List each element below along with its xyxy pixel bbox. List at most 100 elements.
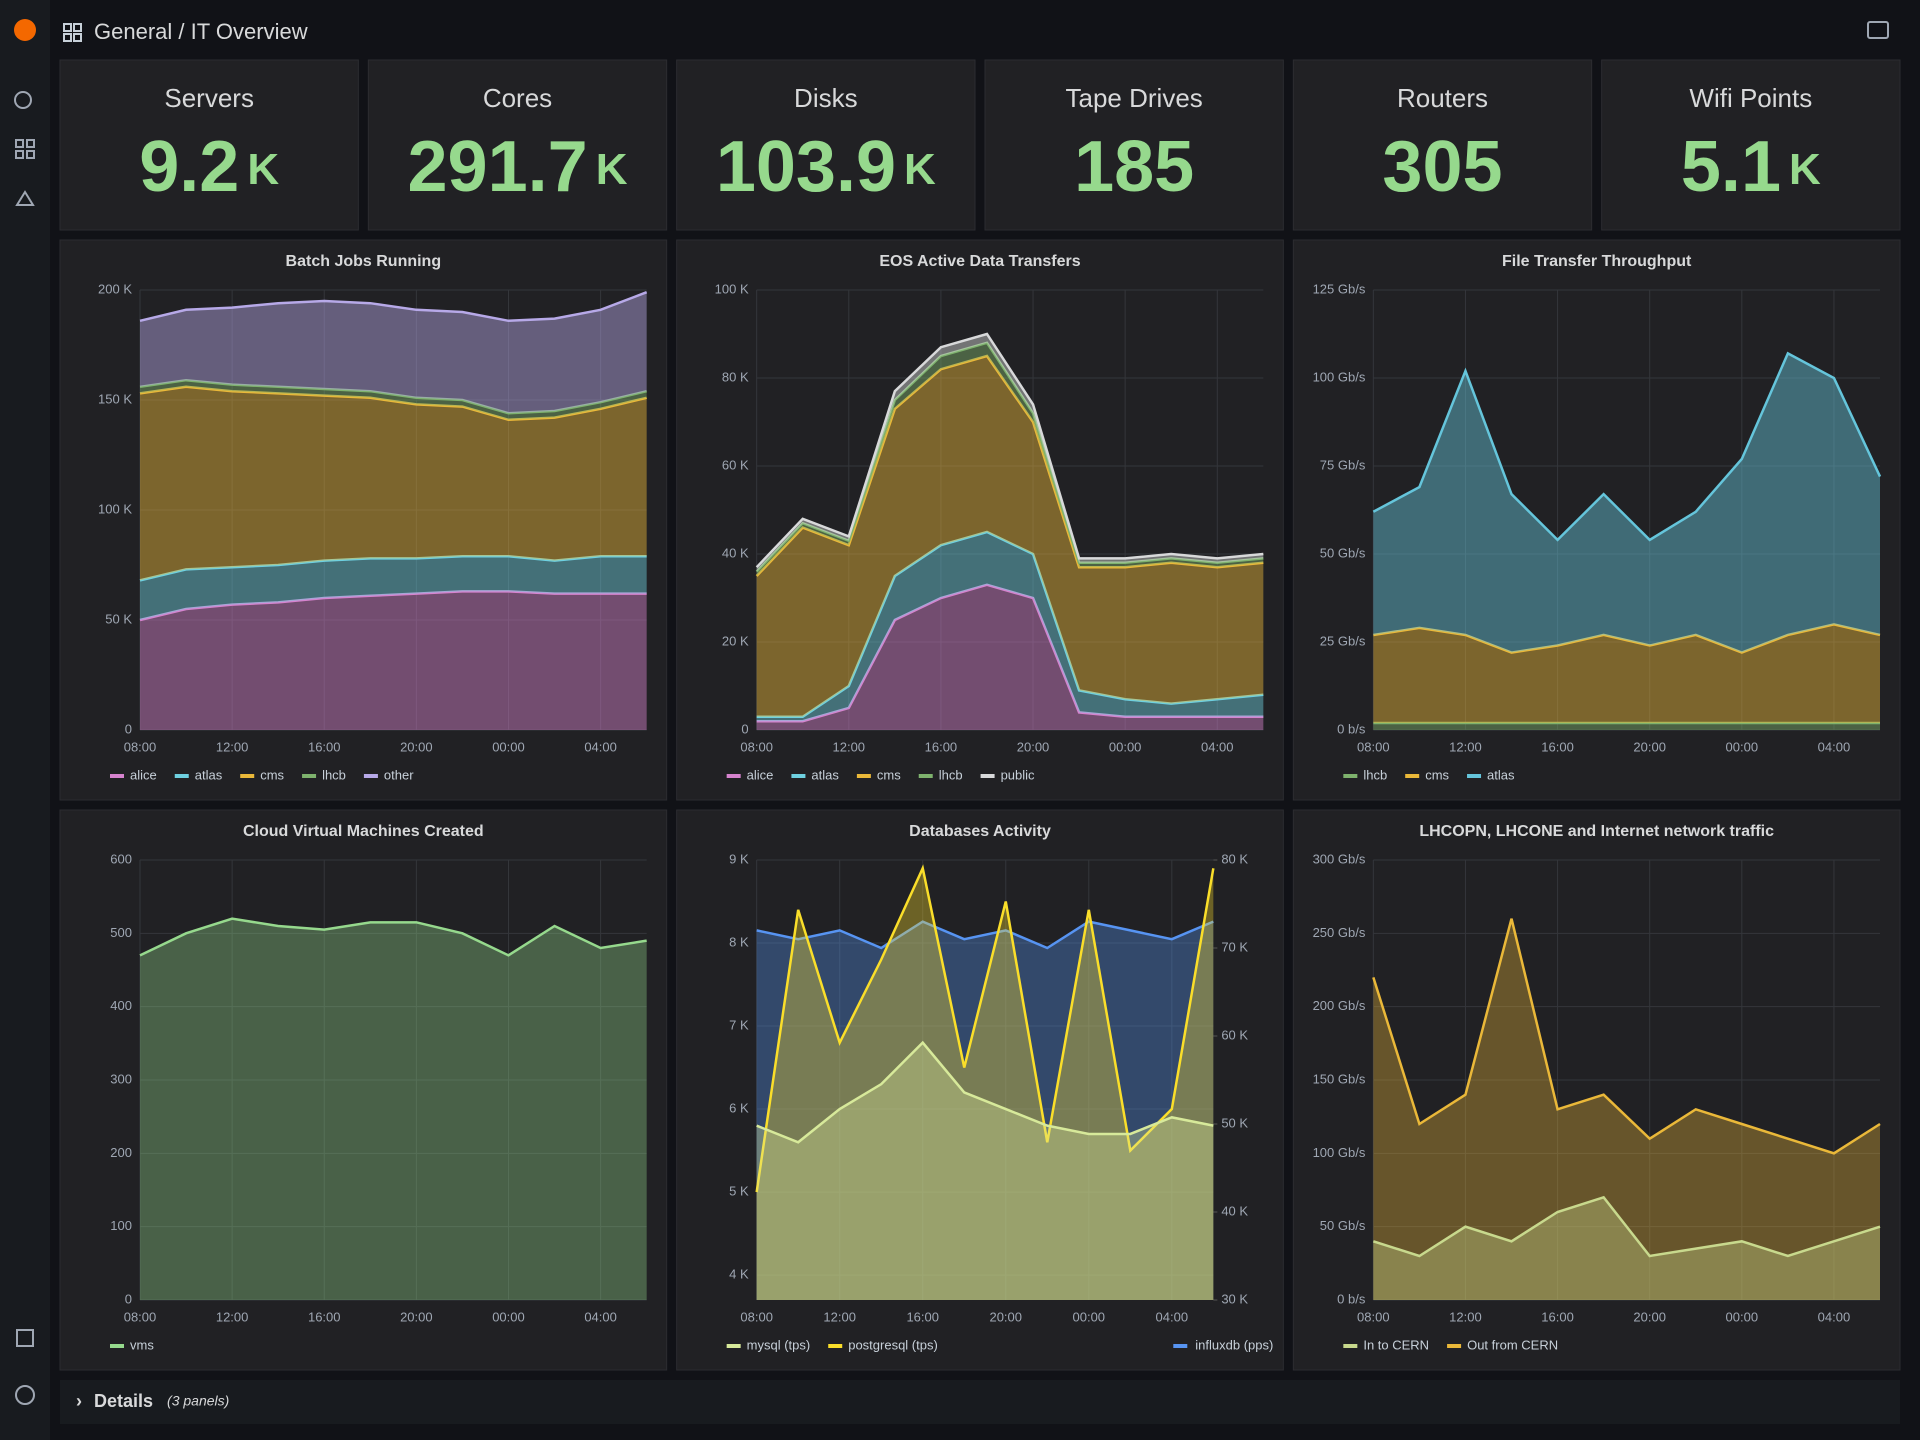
x-tick-label: 00:00 xyxy=(1726,1309,1759,1324)
stat-panel xyxy=(676,59,976,231)
x-tick-label: 00:00 xyxy=(1109,739,1142,754)
area-fill xyxy=(140,918,647,1300)
stat-title: Tape Drives xyxy=(1066,83,1203,113)
stat-value: 305 xyxy=(1382,127,1502,207)
logo[interactable] xyxy=(14,19,36,41)
chart-panel xyxy=(676,239,1284,801)
stat-number: 291.7 xyxy=(408,127,588,207)
chart-panel xyxy=(1292,809,1901,1371)
series-line xyxy=(139,378,647,415)
stat-value: 9.2 K xyxy=(139,127,279,207)
stat-panel xyxy=(59,59,359,231)
stat-unit: K xyxy=(596,145,628,194)
signin-icon[interactable] xyxy=(16,1329,34,1347)
y-tick-label: 80 K xyxy=(1221,851,1248,866)
legend-label: postgresql (tps) xyxy=(848,1337,938,1352)
y-tick-label: 50 K xyxy=(105,611,132,626)
y-tick-label: 100 K xyxy=(98,501,132,516)
y-tick-label: 600 xyxy=(110,851,132,866)
dashboard-title[interactable]: / IT Overview xyxy=(178,19,307,44)
chart-title: Databases Activity xyxy=(909,823,1051,840)
series-line xyxy=(755,332,1264,569)
legend-swatch xyxy=(726,774,741,778)
y-tick-label: 100 xyxy=(110,1218,132,1233)
legend-swatch xyxy=(240,774,255,778)
stat-title: Servers xyxy=(164,83,254,113)
chart-panel xyxy=(59,239,668,801)
area-fill xyxy=(140,292,647,414)
row-chevron[interactable]: › xyxy=(76,1391,82,1411)
legend-swatch xyxy=(1447,1344,1462,1348)
x-tick-label: 08:00 xyxy=(124,739,157,754)
legend-label: mysql (tps) xyxy=(747,1337,811,1352)
x-tick-label: 00:00 xyxy=(492,739,525,754)
tv-mode-button[interactable] xyxy=(1867,21,1889,39)
x-tick-label: 20:00 xyxy=(1633,739,1666,754)
legend-label: other xyxy=(384,767,414,782)
legend-label: cms xyxy=(877,767,901,782)
legend-swatch xyxy=(828,1344,843,1348)
stat-panel xyxy=(1601,59,1901,231)
x-tick-label: 04:00 xyxy=(584,739,617,754)
stat-title: Wifi Points xyxy=(1689,83,1812,113)
y-tick-label: 8 K xyxy=(729,934,749,949)
breadcrumb[interactable]: General / IT Overview xyxy=(94,19,308,44)
legend-swatch xyxy=(1467,774,1482,778)
legend-swatch xyxy=(302,774,317,778)
legend-swatch xyxy=(726,1344,741,1348)
y-tick-label: 50 Gb/s xyxy=(1320,1218,1366,1233)
chart-title: EOS Active Data Transfers xyxy=(879,253,1080,270)
sidebar xyxy=(0,0,50,1440)
alerting-icon[interactable] xyxy=(15,190,35,206)
y-tick-label: 7 K xyxy=(729,1017,749,1032)
y-tick-label: 150 K xyxy=(98,391,132,406)
y-tick-label: 0 xyxy=(741,721,748,736)
chart-panel xyxy=(676,809,1284,1371)
x-tick-label: 12:00 xyxy=(216,1309,249,1324)
x-tick-label: 04:00 xyxy=(1818,1309,1851,1324)
y-tick-label: 75 Gb/s xyxy=(1320,457,1366,472)
chart-panel xyxy=(1292,239,1901,801)
x-tick-label: 12:00 xyxy=(823,1309,856,1324)
y-tick-label: 30 K xyxy=(1221,1291,1248,1306)
y-tick-label: 4 K xyxy=(729,1267,749,1282)
chart-title: LHCOPN, LHCONE and Internet network traf… xyxy=(1419,823,1774,840)
search-icon[interactable] xyxy=(14,91,32,109)
y-tick-label: 0 b/s xyxy=(1337,1291,1366,1306)
series-line xyxy=(756,920,1214,950)
y-tick-label: 200 xyxy=(110,1145,132,1160)
y-tick-label: 300 xyxy=(110,1071,132,1086)
series-line xyxy=(755,354,1264,577)
legend-swatch xyxy=(791,774,806,778)
dashboards-icon[interactable] xyxy=(15,139,35,159)
x-tick-label: 20:00 xyxy=(400,739,433,754)
chart-title: Cloud Virtual Machines Created xyxy=(243,823,484,840)
y-tick-label: 250 Gb/s xyxy=(1313,925,1366,940)
series-line xyxy=(1373,623,1881,654)
legend-swatch xyxy=(856,774,871,778)
series-line xyxy=(756,530,1264,719)
area-fill xyxy=(1373,1197,1880,1300)
series-line xyxy=(756,1040,1214,1144)
y-tick-label: 60 K xyxy=(1221,1027,1248,1042)
legend-swatch xyxy=(174,774,189,778)
area-fill xyxy=(140,386,647,581)
x-tick-label: 08:00 xyxy=(124,1309,157,1324)
x-tick-label: 20:00 xyxy=(989,1309,1022,1324)
details-row[interactable] xyxy=(60,1380,1900,1424)
help-icon[interactable] xyxy=(15,1385,35,1405)
chart-title: File Transfer Throughput xyxy=(1502,253,1692,270)
x-tick-label: 16:00 xyxy=(308,739,341,754)
legend-label: Out from CERN xyxy=(1467,1337,1558,1352)
x-tick-label: 16:00 xyxy=(1541,739,1574,754)
area-fill xyxy=(1373,353,1880,653)
x-tick-label: 12:00 xyxy=(1449,1309,1482,1324)
folder-name[interactable]: General xyxy=(94,19,172,44)
x-tick-label: 08:00 xyxy=(740,1309,773,1324)
series-line xyxy=(139,291,648,323)
row-title[interactable]: Details xyxy=(94,1391,153,1411)
y-tick-label: 40 K xyxy=(722,545,749,560)
legend-label: cms xyxy=(1425,767,1449,782)
legend-swatch xyxy=(918,774,933,778)
